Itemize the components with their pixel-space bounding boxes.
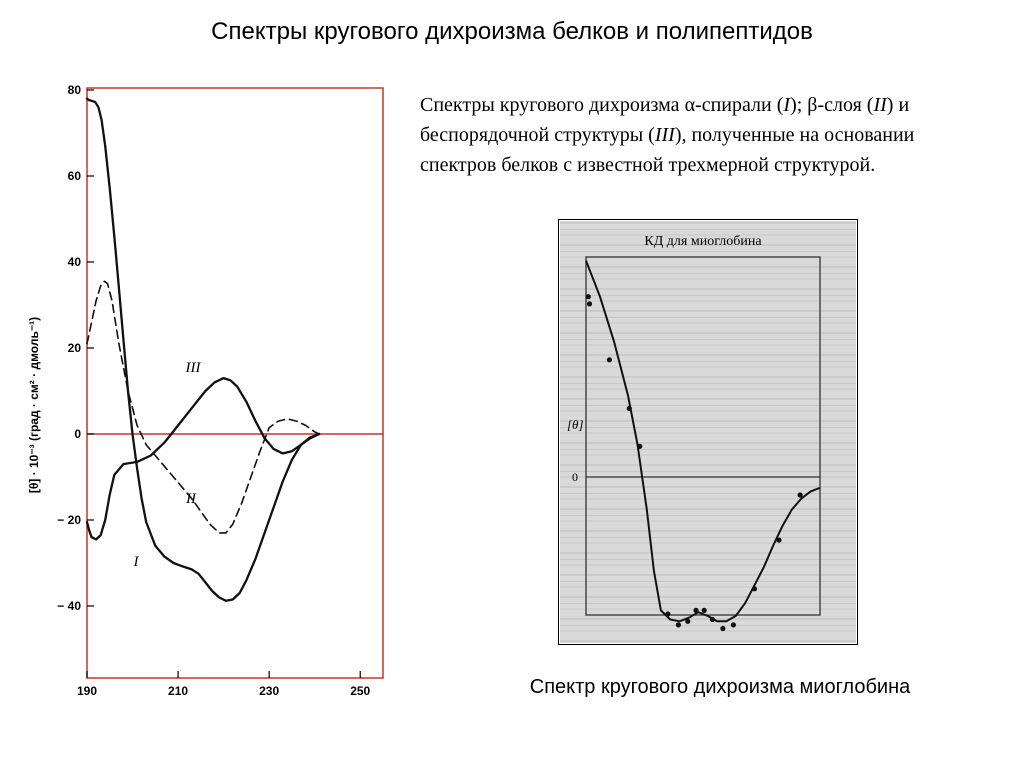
y-axis-label: [θ]: [567, 417, 584, 432]
caption-text: -спирали (: [695, 94, 784, 116]
y-axis-label: [θ] · 10⁻³ (град · см² · дмоль⁻¹): [27, 317, 41, 493]
slide-title: Спектры кругового дихроизма белков и пол…: [211, 18, 813, 45]
data-point: [606, 357, 612, 363]
data-point: [585, 294, 591, 300]
data-point: [685, 618, 691, 624]
myoglobin-cd-chart: КД для миоглобина [θ] 0: [558, 219, 858, 645]
figure-caption: Спектры кругового дихроизма α-спирали (I…: [420, 90, 980, 180]
caption-text: ) и беспорядочной структуры (: [420, 94, 910, 146]
data-point: [730, 622, 736, 628]
caption-text: Спектры кругового дихроизма: [420, 94, 685, 116]
caption-text: ), полученные на основании спектров белк…: [420, 124, 915, 176]
plot-frame: [86, 87, 384, 679]
x-tick-label: 210: [168, 684, 188, 698]
cd-curve: [585, 260, 821, 623]
data-point: [637, 443, 643, 449]
y-tick-label: 60: [68, 169, 82, 183]
data-point: [586, 301, 593, 307]
x-tick-label: 250: [350, 684, 370, 698]
data-point: [701, 607, 707, 613]
series-ii-line: [86, 280, 320, 534]
data-point: [709, 616, 715, 623]
series-i-line: [85, 97, 321, 602]
y-tick-label: − 20: [57, 513, 81, 527]
alpha-symbol: α: [684, 94, 696, 116]
y-tick-label: − 40: [57, 599, 81, 613]
y-tick-label: 0: [572, 470, 578, 484]
data-point: [797, 492, 803, 498]
data-point: [665, 611, 671, 617]
myoglobin-caption: Спектр кругового дихроизма миоглобина: [529, 676, 911, 698]
beta-symbol: β: [807, 94, 818, 116]
data-point: [675, 622, 681, 628]
data-point: [693, 607, 699, 613]
caption-text: );: [790, 94, 808, 116]
curve-label-iii: III: [185, 360, 202, 376]
y-tick-label: 40: [68, 255, 82, 269]
x-tick-label: 230: [259, 684, 279, 698]
series-iii-line: [85, 376, 321, 541]
y-tick-label: 0: [74, 427, 81, 441]
data-point: [720, 625, 726, 632]
x-tick-label: 190: [77, 684, 97, 698]
roman-numeral-ii: II: [873, 94, 887, 116]
curve-label-i: I: [133, 554, 140, 570]
chart-title: КД для миоглобина: [644, 234, 762, 249]
y-tick-label: 20: [68, 341, 82, 355]
caption-text: -слоя (: [817, 94, 874, 116]
data-point: [626, 405, 632, 412]
curve-label-ii: II: [185, 491, 197, 507]
scan-background: [560, 221, 856, 643]
roman-numeral-iii: III: [654, 124, 675, 146]
data-point: [776, 537, 782, 543]
roman-numeral-i: I: [783, 94, 791, 116]
y-tick-label: 80: [68, 83, 82, 97]
data-point: [751, 586, 758, 592]
